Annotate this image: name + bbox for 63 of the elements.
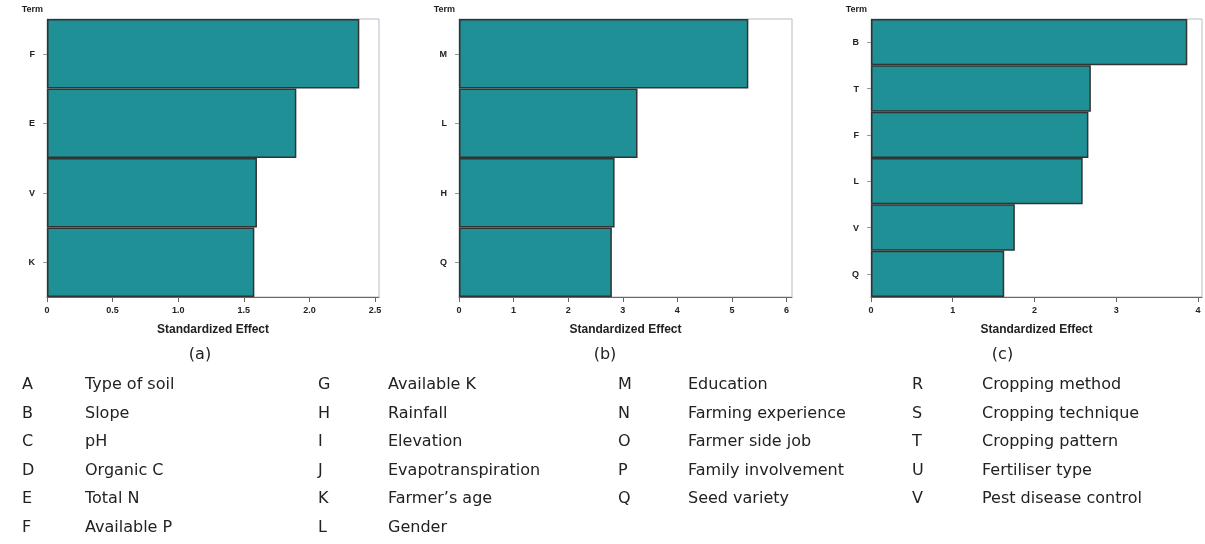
y-tick-label: T xyxy=(853,83,860,94)
text: H Rainfall xyxy=(318,402,448,422)
text: P Family involvement xyxy=(618,459,845,479)
x-axis-title: Standardized Effect xyxy=(156,322,270,336)
x-tick-label: 0 xyxy=(868,304,874,315)
x-tick-label: 2.5 xyxy=(368,304,382,315)
x-tick-label: 2.0 xyxy=(303,304,316,315)
y-tick-label: V xyxy=(28,187,35,198)
text: Q Seed variety xyxy=(618,488,789,508)
x-tick-label: 1 xyxy=(950,304,956,315)
text: S Cropping technique xyxy=(912,402,1140,422)
x-tick-label: 0 xyxy=(456,304,462,315)
x-tick-label: 3 xyxy=(620,304,626,315)
y-tick-label: M xyxy=(439,48,447,59)
text: L Gender xyxy=(318,517,447,536)
x-tick-label: 1.5 xyxy=(237,304,251,315)
x-tick-label: 3 xyxy=(1113,304,1119,315)
text: G Available K xyxy=(318,374,476,393)
text: N Farming experience xyxy=(618,402,846,422)
text: U Fertiliser type xyxy=(912,459,1092,479)
text: O Farmer side job xyxy=(618,431,812,451)
text: C pH xyxy=(22,431,108,451)
y-tick-label: H xyxy=(440,187,447,198)
text: J Evapotranspiration xyxy=(318,459,541,479)
y-tick-label: L xyxy=(441,118,448,129)
y-tick-label: B xyxy=(852,37,860,48)
text: F Available P xyxy=(22,517,173,536)
x-tick-label: 0 xyxy=(44,304,50,315)
x-tick-label: 1 xyxy=(511,304,517,315)
x-tick-label: 2 xyxy=(1031,304,1037,315)
x-tick-label: 6 xyxy=(784,304,790,315)
text: (c) xyxy=(991,343,1014,363)
y-axis-title: Term xyxy=(21,3,43,14)
text: K Farmer’s age xyxy=(318,488,493,508)
y-axis-title: Term xyxy=(433,3,455,14)
text: D Organic C xyxy=(22,459,164,479)
text: A Type of soil xyxy=(22,374,175,393)
x-tick-label: 0.5 xyxy=(106,304,119,315)
x-tick-label: 4 xyxy=(1195,304,1201,315)
text: B Slope xyxy=(22,402,130,422)
text: (b) xyxy=(593,343,617,363)
text: I Elevation xyxy=(318,431,463,451)
x-tick-label: 4 xyxy=(674,304,680,315)
x-tick-label: 5 xyxy=(729,304,735,315)
text: V Pest disease control xyxy=(912,488,1142,508)
y-tick-label: F xyxy=(853,129,860,140)
y-tick-label: V xyxy=(852,222,859,233)
x-tick-label: 1.0 xyxy=(171,304,185,315)
y-axis-title: Term xyxy=(845,3,867,14)
text: M Education xyxy=(618,374,768,393)
y-tick-label: Q xyxy=(439,257,447,268)
text: T Cropping pattern xyxy=(912,431,1119,451)
text: R Cropping method xyxy=(912,374,1122,393)
y-tick-label: L xyxy=(853,176,860,187)
x-axis-title: Standardized Effect xyxy=(980,322,1093,336)
y-tick-label: E xyxy=(28,118,35,129)
x-tick-label: 2 xyxy=(565,304,571,315)
x-axis-title: Standardized Effect xyxy=(569,322,682,336)
y-tick-label: Q xyxy=(851,268,859,279)
y-tick-label: K xyxy=(28,257,36,268)
text: E Total N xyxy=(22,488,140,508)
y-tick-label: F xyxy=(29,48,36,59)
text: (a) xyxy=(188,343,212,363)
